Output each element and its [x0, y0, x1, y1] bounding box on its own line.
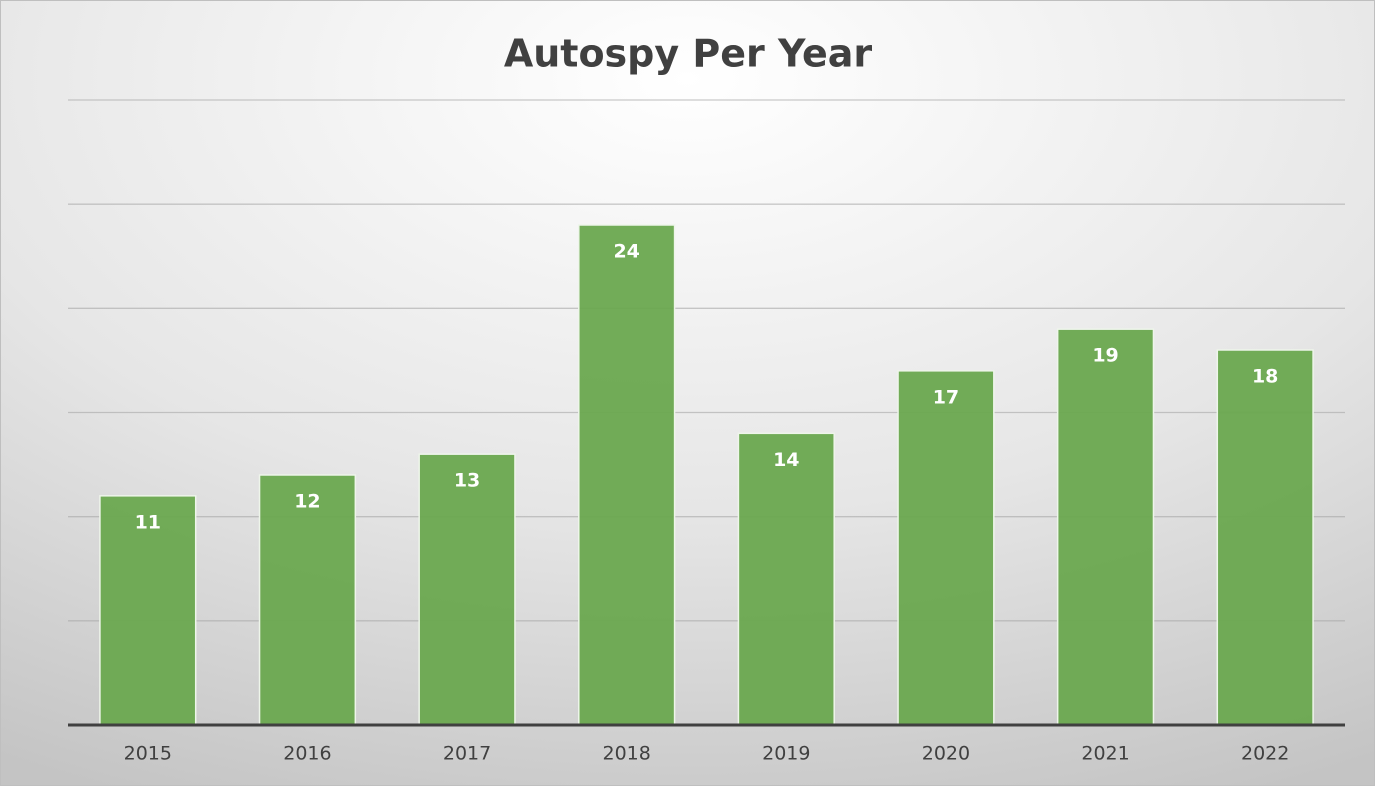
- data-label: 19: [1092, 345, 1118, 367]
- x-tick-label: 2022: [1241, 743, 1289, 765]
- bar: [418, 453, 516, 726]
- x-tick-label: 2016: [283, 743, 331, 765]
- x-tick-label: 2015: [124, 743, 172, 765]
- data-label: 11: [135, 511, 161, 533]
- data-label: 24: [613, 241, 639, 263]
- data-label: 13: [454, 470, 480, 492]
- bar: [1056, 328, 1155, 726]
- data-label: 17: [933, 386, 959, 408]
- data-label: 14: [773, 449, 799, 471]
- x-tick-label: 2017: [443, 743, 491, 765]
- bar: [258, 474, 357, 726]
- x-tick-label: 2020: [922, 743, 970, 765]
- bar: [897, 370, 995, 726]
- x-tick-label: 2018: [603, 743, 651, 765]
- data-label: 12: [294, 491, 320, 513]
- x-tick-label: 2021: [1081, 743, 1129, 765]
- bar: [578, 224, 676, 726]
- chart-title: Autospy Per Year: [504, 32, 873, 76]
- bar: [1216, 349, 1314, 726]
- x-tick-label: 2019: [762, 743, 810, 765]
- bar: [737, 432, 835, 726]
- data-label: 18: [1252, 366, 1278, 388]
